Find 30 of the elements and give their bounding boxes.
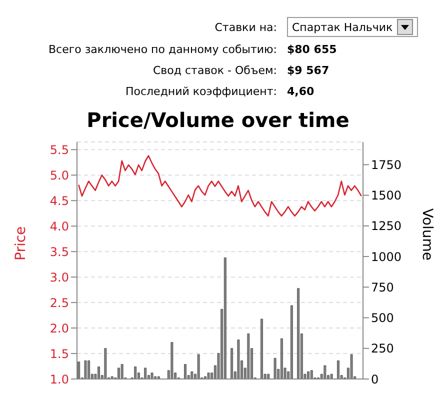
y-tick-label: 2.5 (50, 296, 69, 310)
y-tick-label: 2.0 (50, 321, 69, 336)
text: Спартак Нальчик (287, 17, 418, 37)
chart-title: Price/Volume over time (86, 108, 350, 132)
y2-tick-label: 250 (371, 342, 394, 356)
y2-tick-label: 1500 (371, 188, 402, 203)
y2-tick-label: 0 (371, 372, 379, 386)
y-tick-label: 5.0 (50, 168, 69, 182)
text: Последний коэффициент: (124, 85, 277, 98)
y-tick-label: 3.0 (50, 270, 69, 284)
y-tick-label: 4.0 (50, 219, 69, 234)
y2-tick-label: 750 (371, 280, 394, 294)
text: Ставки на: (214, 20, 277, 34)
y-tick-label: 4.5 (50, 194, 69, 208)
text: Свод ставок - Объем: (152, 64, 277, 77)
y-axis-title: Price (12, 226, 29, 260)
y-tick-label: 5.5 (50, 142, 69, 157)
text: $80 655 (287, 43, 337, 56)
y2-axis-title: Volume (419, 208, 436, 260)
y-tick-label: 3.5 (50, 244, 69, 259)
text: 4,60 (287, 85, 314, 98)
y2-tick-label: 1250 (371, 219, 402, 234)
y-tick-label: 1.5 (50, 346, 69, 361)
text: Всего заключено по данному событию: (47, 43, 277, 56)
y2-tick-label: 1750 (371, 158, 402, 172)
text: $9 567 (287, 64, 330, 77)
y2-tick-label: 1000 (371, 250, 402, 264)
line-series (78, 155, 362, 217)
y2-tick-label: 500 (371, 311, 394, 326)
y-tick-label: 1.0 (50, 372, 69, 386)
